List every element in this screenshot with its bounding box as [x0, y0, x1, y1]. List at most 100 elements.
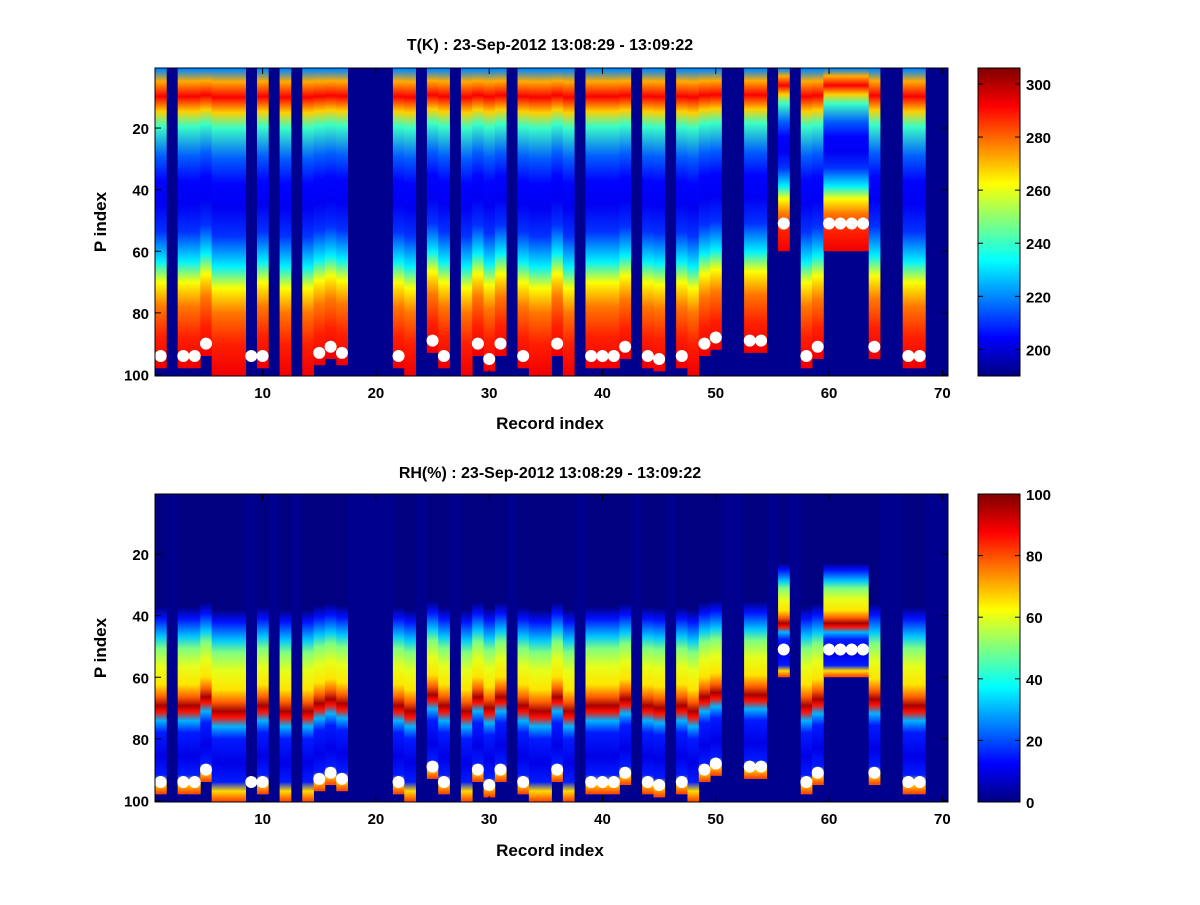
record-column-50: [710, 494, 722, 776]
x-tick-label: 10: [254, 811, 271, 828]
surface-marker: [777, 643, 790, 656]
record-column-30: [483, 68, 496, 372]
surface-marker: [743, 760, 756, 773]
surface-marker: [324, 766, 337, 779]
record-column-22: [392, 68, 405, 369]
record-column-61: [834, 494, 847, 678]
surface-marker: [324, 340, 337, 353]
surface-marker: [585, 775, 598, 788]
record-column-45: [653, 494, 666, 798]
colorbar-tick-label: 40: [1026, 672, 1043, 689]
y-tick-label: 40: [132, 609, 149, 626]
surface-marker: [619, 340, 632, 353]
surface-marker: [902, 775, 915, 788]
record-column-47: [676, 68, 688, 369]
record-column-25: [426, 68, 439, 353]
x-tick-label: 40: [594, 811, 611, 828]
record-column-28: [460, 68, 473, 376]
surface-marker: [585, 349, 598, 362]
surface-marker: [199, 763, 212, 776]
surface-marker: [641, 775, 654, 788]
record-column-7: [222, 68, 235, 376]
record-column-48: [687, 494, 700, 802]
surface-marker: [517, 775, 530, 788]
y-axis-label: P index: [91, 191, 110, 252]
colorbar-tick-label: 220: [1026, 289, 1051, 306]
record-column-68: [914, 494, 926, 795]
surface-marker: [641, 349, 654, 362]
y-tick-label: 60: [132, 244, 149, 261]
record-column-28: [460, 494, 473, 802]
y-tick-label: 80: [132, 306, 149, 323]
surface-marker: [256, 775, 269, 788]
x-tick-label: 70: [934, 811, 951, 828]
surface-marker: [845, 643, 858, 656]
surface-marker: [313, 772, 326, 785]
record-column-39: [585, 68, 598, 369]
record-column-44: [642, 68, 654, 369]
colorbar-tick-label: 240: [1026, 236, 1051, 253]
colorbar-tick-label: 280: [1026, 130, 1051, 147]
surface-marker: [437, 775, 450, 788]
record-column-67: [902, 494, 915, 795]
record-column-37: [562, 494, 575, 802]
record-column-1: [155, 494, 167, 795]
x-tick-label: 60: [821, 385, 838, 402]
surface-marker: [426, 334, 439, 347]
record-column-64: [868, 68, 881, 360]
surface-marker: [823, 217, 836, 230]
record-column-7: [222, 494, 235, 802]
surface-marker: [199, 337, 212, 350]
record-column-6: [211, 494, 224, 802]
record-column-39: [585, 494, 598, 795]
record-column-62: [846, 68, 858, 252]
record-column-48: [687, 68, 700, 376]
record-column-36: [551, 68, 564, 356]
surface-marker: [709, 757, 722, 770]
surface-marker: [596, 349, 609, 362]
record-column-26: [438, 494, 450, 795]
surface-marker: [245, 775, 258, 788]
record-column-12: [279, 68, 292, 376]
chart-title: RH(%) : 23-Sep-2012 13:08:29 - 13:09:22: [399, 465, 701, 482]
record-column-54: [755, 68, 768, 353]
surface-marker: [392, 349, 405, 362]
surface-marker: [494, 763, 507, 776]
surface-marker: [653, 353, 666, 366]
record-column-15: [313, 68, 326, 366]
record-column-56: [778, 494, 790, 678]
record-column-29: [472, 494, 484, 782]
record-column-54: [755, 494, 768, 779]
surface-marker: [902, 349, 915, 362]
surface-marker: [913, 349, 926, 362]
record-column-15: [313, 494, 326, 792]
surface-marker: [698, 337, 711, 350]
surface-marker: [551, 337, 564, 350]
record-column-1: [155, 68, 167, 369]
x-tick-label: 20: [368, 811, 385, 828]
surface-marker: [834, 643, 847, 656]
record-column-29: [472, 68, 484, 356]
record-column-49: [698, 494, 711, 782]
surface-marker: [755, 334, 768, 347]
colorbar-tick-label: 60: [1026, 610, 1043, 627]
surface-marker: [517, 349, 530, 362]
x-tick-label: 50: [707, 811, 724, 828]
record-column-3: [177, 68, 190, 369]
record-column-14: [302, 494, 314, 802]
surface-marker: [177, 349, 190, 362]
x-tick-label: 30: [481, 385, 498, 402]
record-column-30: [483, 494, 496, 798]
x-tick-label: 60: [821, 811, 838, 828]
surface-marker: [755, 760, 768, 773]
colorbar-tick-label: 0: [1026, 795, 1034, 812]
surface-marker: [823, 643, 836, 656]
temperature-panel: T(K) : 23-Sep-2012 13:08:29 - 13:09:22 1…: [91, 37, 1051, 433]
x-tick-label: 40: [594, 385, 611, 402]
record-column-4: [188, 494, 201, 795]
y-tick-label: 40: [132, 183, 149, 200]
record-column-5: [200, 494, 213, 782]
surface-marker: [471, 337, 484, 350]
chart-title: T(K) : 23-Sep-2012 13:08:29 - 13:09:22: [407, 37, 693, 54]
